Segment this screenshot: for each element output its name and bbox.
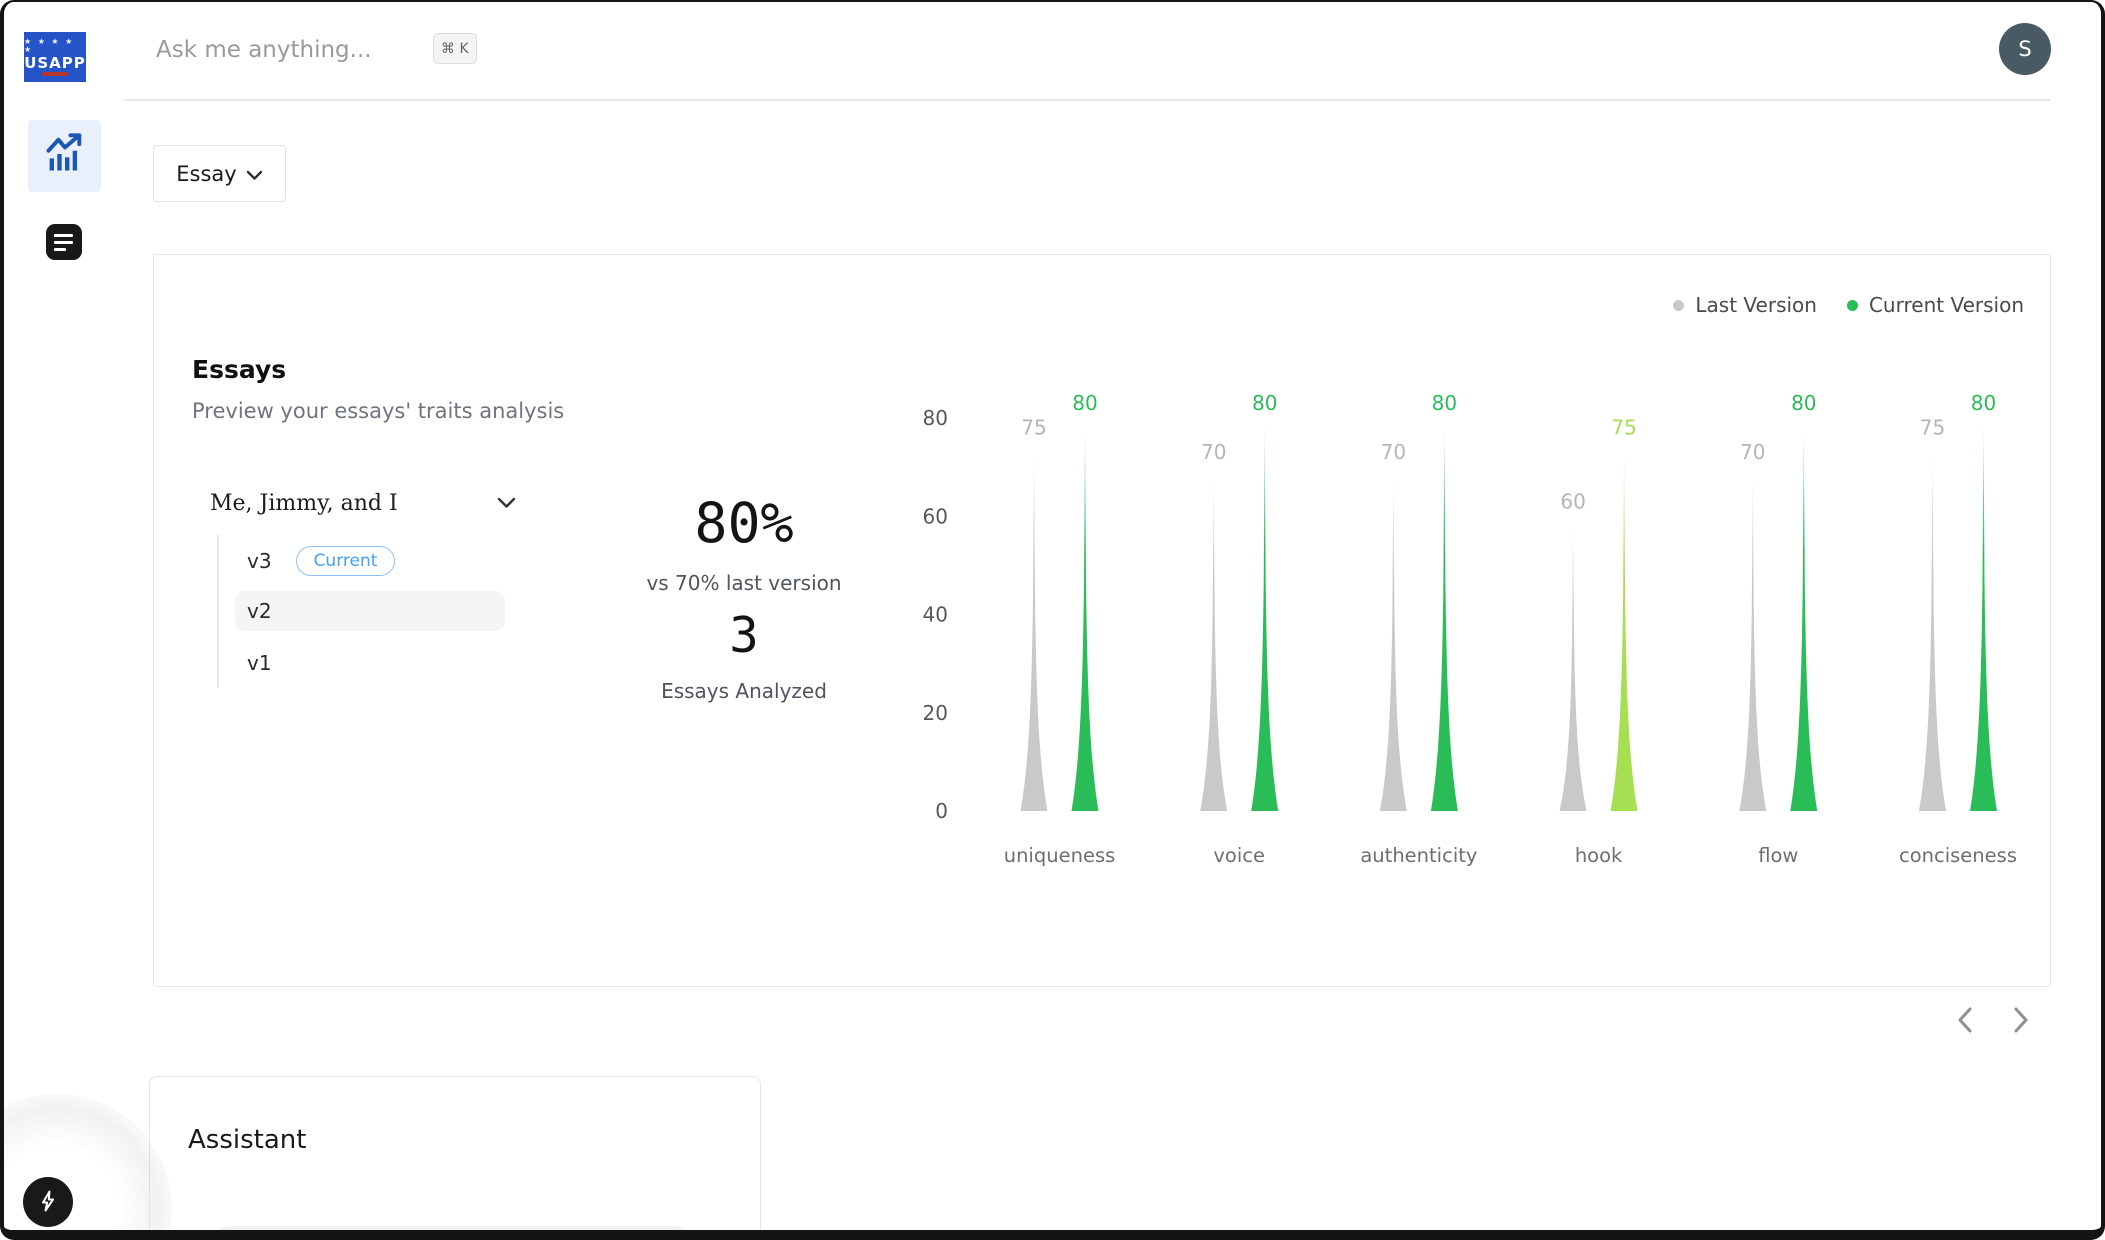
chevron-left-icon — [1957, 1007, 1973, 1036]
assistant-fab[interactable] — [23, 1177, 73, 1227]
chevron-right-icon — [2013, 1007, 2029, 1036]
data-label: 70 — [1381, 440, 1406, 464]
data-label: 80 — [1252, 391, 1277, 415]
count-value: 3 — [729, 606, 759, 664]
carousel-pager — [1952, 1006, 2034, 1036]
count-caption: Essays Analyzed — [661, 679, 827, 704]
version-list-rule — [217, 535, 219, 688]
topbar: ★ ★ ★ ★ ★ USAPP ⌘ K S — [4, 2, 2101, 101]
data-label: 70 — [1740, 440, 1765, 464]
data-label: 75 — [1920, 416, 1945, 440]
legend-label: Current Version — [1868, 293, 2024, 317]
data-label: 60 — [1560, 489, 1585, 513]
score-caption: vs 70% last version — [646, 570, 842, 595]
assistant-title: Assistant — [188, 1125, 307, 1155]
version-label: v3 — [247, 549, 272, 573]
legend-dot — [1673, 299, 1685, 311]
essay-dropdown-label: Essay — [176, 161, 237, 186]
essay-selector[interactable]: Me, Jimmy, and I — [210, 491, 516, 516]
assistant-input-pill[interactable] — [203, 1226, 702, 1230]
chevron-down-icon — [497, 494, 516, 513]
sidebar-item-analytics[interactable] — [28, 120, 101, 192]
essay-selector-value: Me, Jimmy, and I — [210, 491, 398, 516]
prev-button[interactable] — [1952, 1006, 1978, 1036]
svg-text:flow: flow — [1758, 844, 1798, 867]
data-label: 80 — [1971, 391, 1996, 415]
stats-block: 80% vs 70% last version 3 Essays Analyze… — [604, 493, 884, 703]
sidebar — [4, 100, 124, 1230]
logo-underline — [42, 72, 68, 77]
svg-text:60: 60 — [923, 504, 948, 528]
chevron-down-icon — [246, 162, 263, 186]
svg-text:0: 0 — [935, 799, 948, 823]
traits-spike-chart: 0 20 40 60 80 uniqueness voice authenticity hook… — [877, 389, 2052, 889]
version-item-v2[interactable]: v2 — [235, 591, 505, 631]
data-label: 80 — [1791, 391, 1816, 415]
analytics-chart-icon — [43, 132, 87, 180]
card-subtitle: Preview your essays' traits analysis — [192, 399, 565, 423]
svg-text:voice: voice — [1213, 844, 1265, 867]
essay-dropdown[interactable]: Essay — [153, 145, 286, 202]
svg-text:80: 80 — [923, 406, 948, 430]
svg-text:authenticity: authenticity — [1360, 844, 1477, 867]
data-label: 80 — [1432, 391, 1457, 415]
svg-text:40: 40 — [923, 603, 948, 627]
assistant-card: Assistant — [149, 1076, 761, 1230]
legend-item: Last Version — [1673, 293, 1817, 317]
legend-dot — [1846, 299, 1858, 311]
score-value: 80% — [694, 491, 794, 555]
version-item-v3[interactable]: v3 Current — [247, 543, 396, 579]
svg-text:hook: hook — [1575, 844, 1623, 867]
search-input[interactable] — [154, 28, 534, 72]
data-label: 80 — [1072, 391, 1097, 415]
topbar-divider — [122, 99, 2051, 101]
sidebar-item-notes[interactable] — [46, 224, 82, 260]
version-label: v1 — [247, 651, 272, 675]
avatar[interactable]: S — [1999, 23, 2051, 75]
keyboard-shortcut-badge: ⌘ K — [433, 33, 477, 64]
next-button[interactable] — [2008, 1006, 2034, 1036]
essays-card: Last Version Current Version Essays Previ… — [153, 254, 2051, 987]
version-item-v1[interactable]: v1 — [247, 645, 272, 681]
version-label: v2 — [247, 599, 272, 623]
legend-label: Last Version — [1695, 293, 1817, 317]
svg-text:conciseness: conciseness — [1899, 844, 2017, 867]
legend-item: Current Version — [1846, 293, 2024, 317]
current-version-badge: Current — [295, 545, 396, 577]
usapp-logo[interactable]: ★ ★ ★ ★ ★ USAPP — [24, 32, 86, 82]
data-label: 75 — [1021, 416, 1046, 440]
chart-legend: Last Version Current Version — [1673, 293, 2024, 317]
card-title: Essays — [192, 355, 287, 384]
data-label: 70 — [1201, 440, 1226, 464]
logo-stars: ★ ★ ★ ★ ★ — [24, 36, 75, 54]
svg-text:uniqueness: uniqueness — [1004, 844, 1116, 867]
data-label: 75 — [1611, 416, 1636, 440]
logo-text: USAPP — [24, 53, 86, 72]
lightning-icon — [36, 1189, 60, 1216]
svg-text:20: 20 — [923, 701, 948, 725]
